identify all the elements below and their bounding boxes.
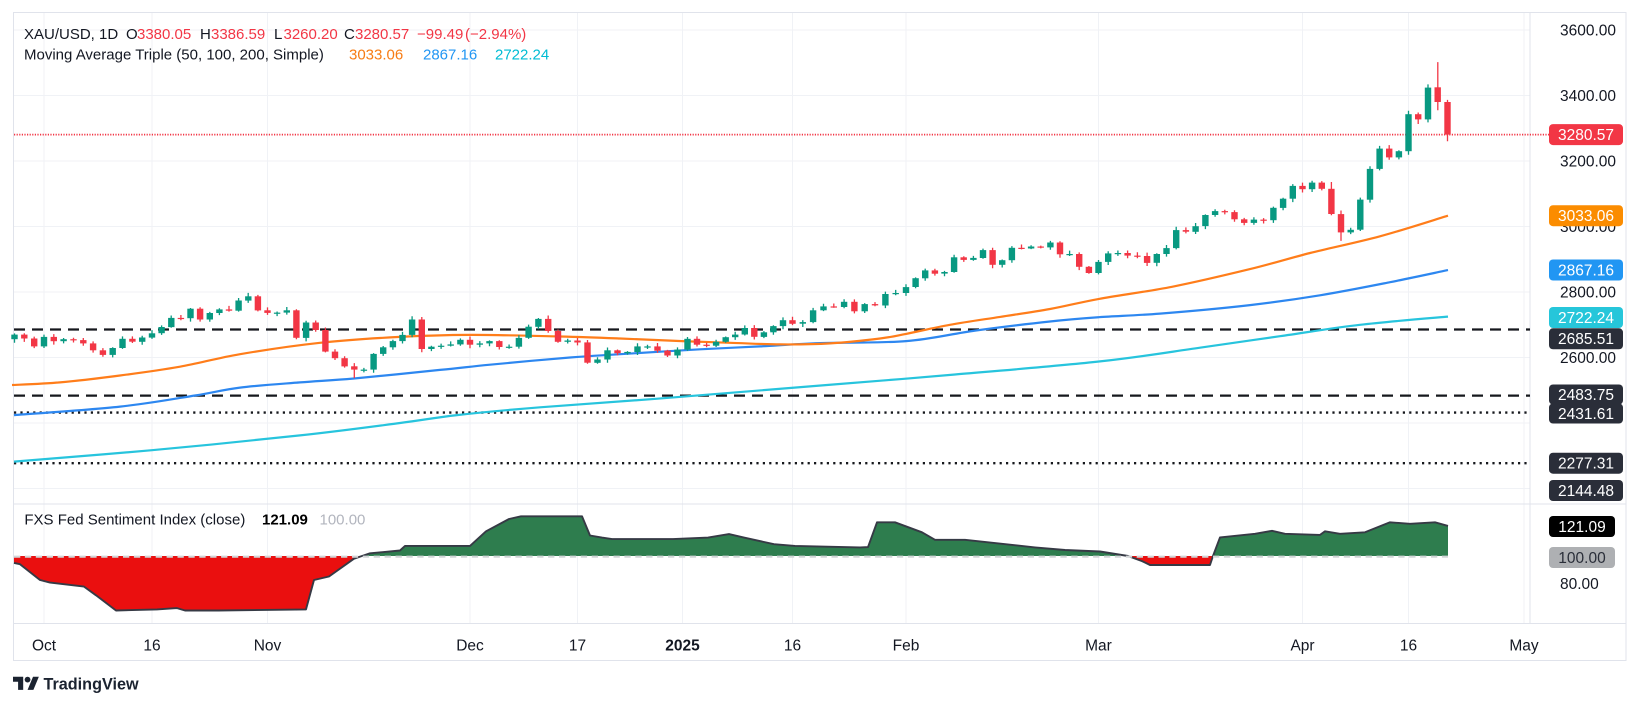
svg-text:17: 17 (569, 638, 586, 655)
svg-text:FXS Fed Sentiment Index (close: FXS Fed Sentiment Index (close) 121.09 100… (24, 511, 365, 528)
svg-text:100.00: 100.00 (1558, 550, 1606, 567)
svg-text:Mar: Mar (1085, 638, 1112, 655)
svg-text:Apr: Apr (1290, 638, 1314, 655)
svg-text:Oct: Oct (32, 638, 57, 655)
svg-text:3033.06: 3033.06 (1558, 208, 1614, 225)
svg-text:16: 16 (784, 638, 801, 655)
svg-text:2722.24: 2722.24 (1558, 310, 1614, 327)
svg-text:16: 16 (1400, 638, 1417, 655)
svg-text:3600.00: 3600.00 (1560, 23, 1616, 40)
svg-text:2867.16: 2867.16 (1558, 262, 1614, 279)
svg-text:80.00: 80.00 (1560, 576, 1599, 593)
svg-text:16: 16 (143, 638, 160, 655)
svg-text:2431.61: 2431.61 (1558, 406, 1614, 423)
svg-text:2685.51: 2685.51 (1558, 331, 1614, 348)
svg-text:TradingView: TradingView (44, 676, 139, 694)
svg-text:2600.00: 2600.00 (1560, 350, 1616, 367)
svg-text:Feb: Feb (893, 638, 920, 655)
svg-text:May: May (1509, 638, 1539, 655)
svg-text:2277.31: 2277.31 (1558, 456, 1614, 473)
svg-text:2483.75: 2483.75 (1558, 387, 1614, 404)
svg-text:Dec: Dec (456, 638, 484, 655)
svg-text:Moving Average Triple (50, 100: Moving Average Triple (50, 100, 200, Sim… (24, 47, 549, 64)
svg-text:Nov: Nov (254, 638, 282, 655)
svg-text:2025: 2025 (665, 638, 700, 655)
svg-text:2800.00: 2800.00 (1560, 285, 1616, 302)
svg-text:3280.57: 3280.57 (1558, 127, 1614, 144)
svg-text:3400.00: 3400.00 (1560, 88, 1616, 105)
svg-text:3200.00: 3200.00 (1560, 154, 1616, 171)
svg-text:121.09: 121.09 (1558, 519, 1605, 536)
svg-text:2144.48: 2144.48 (1558, 483, 1614, 500)
